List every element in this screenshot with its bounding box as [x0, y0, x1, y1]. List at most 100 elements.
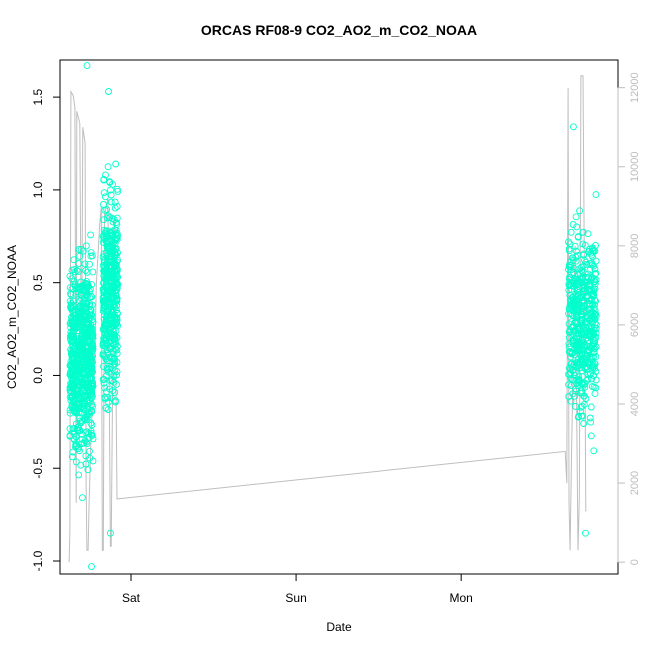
x-axis: Sat Sun Mon — [122, 573, 473, 605]
chart-title: ORCAS RF08-9 CO2_AO2_m_CO2_NOAA — [201, 22, 477, 38]
data-point — [103, 214, 111, 222]
data-point — [105, 88, 112, 95]
y2-tick-label: 0 — [629, 559, 641, 565]
data-point — [110, 361, 118, 369]
data-point — [100, 375, 108, 383]
data-point — [85, 434, 93, 442]
data-point — [572, 257, 580, 265]
data-point — [87, 292, 95, 300]
data-point — [590, 262, 598, 270]
data-point — [579, 228, 587, 236]
data-point — [71, 282, 79, 290]
data-point — [591, 311, 599, 319]
data-point — [82, 267, 90, 274]
data-point — [572, 213, 580, 221]
data-point — [68, 266, 76, 274]
data-point — [76, 409, 84, 417]
data-point — [110, 378, 118, 386]
data-point — [79, 328, 87, 336]
x-axis-label: Date — [326, 620, 352, 634]
data-point — [113, 214, 121, 222]
data-point — [576, 279, 584, 286]
data-point — [83, 440, 91, 448]
data-point — [585, 331, 593, 339]
data-point — [89, 334, 97, 342]
data-point — [580, 250, 588, 258]
data-point — [573, 380, 581, 387]
data-point — [107, 377, 115, 385]
data-point — [579, 240, 587, 248]
data-point — [578, 402, 586, 410]
data-point — [591, 277, 599, 285]
data-point — [568, 337, 576, 345]
data-point — [79, 338, 87, 346]
data-point — [107, 191, 115, 199]
data-point — [86, 260, 94, 268]
data-point — [565, 238, 572, 246]
data-point — [576, 347, 584, 355]
y-tick-label: 0.0 — [31, 367, 45, 384]
data-point — [590, 383, 598, 391]
data-point — [82, 452, 90, 460]
data-point — [78, 348, 86, 356]
altitude-trace — [68, 75, 587, 563]
data-point — [573, 314, 581, 322]
data-point — [587, 403, 595, 411]
data-point — [578, 380, 586, 387]
data-point — [76, 313, 84, 321]
data-point — [586, 371, 594, 378]
data-point — [111, 388, 119, 396]
data-point — [99, 253, 107, 261]
data-point — [87, 419, 95, 427]
data-point — [586, 414, 594, 422]
data-point — [566, 281, 574, 289]
data-point — [577, 357, 585, 365]
data-point — [106, 385, 113, 393]
data-point — [568, 285, 576, 293]
data-point — [77, 341, 85, 349]
y2-tick-label: 4000 — [629, 392, 641, 416]
data-point — [579, 294, 587, 302]
data-point — [588, 375, 595, 383]
data-point — [571, 242, 579, 250]
data-point — [79, 402, 87, 410]
data-point — [592, 329, 600, 337]
data-point — [86, 374, 94, 382]
data-point — [111, 300, 119, 308]
data-point — [585, 346, 592, 354]
data-point — [70, 256, 78, 264]
data-point — [102, 337, 110, 345]
data-point — [591, 390, 599, 398]
data-point — [588, 296, 595, 304]
data-point — [572, 317, 580, 325]
data-point — [111, 314, 118, 322]
data-point — [104, 406, 112, 413]
data-point — [570, 361, 578, 369]
data-point — [566, 353, 574, 361]
data-point — [84, 312, 92, 320]
data-point — [82, 460, 90, 468]
data-point — [589, 292, 597, 300]
data-point — [100, 216, 108, 224]
x-tick-label: Sat — [122, 591, 141, 605]
data-point — [83, 392, 91, 400]
data-point — [569, 376, 576, 384]
data-point — [113, 202, 121, 210]
data-point — [67, 291, 75, 299]
data-point — [592, 269, 600, 277]
data-point — [112, 235, 120, 243]
data-point — [574, 280, 582, 288]
data-point — [576, 207, 584, 215]
data-point — [100, 201, 107, 208]
data-point — [85, 363, 92, 371]
data-point — [111, 274, 119, 282]
data-point — [591, 296, 599, 304]
data-point — [107, 228, 114, 236]
y2-tick-label: 6000 — [629, 313, 641, 337]
data-point — [109, 218, 117, 226]
data-point — [576, 325, 584, 333]
data-point — [574, 233, 582, 241]
data-point — [83, 397, 91, 405]
data-point — [69, 332, 76, 340]
